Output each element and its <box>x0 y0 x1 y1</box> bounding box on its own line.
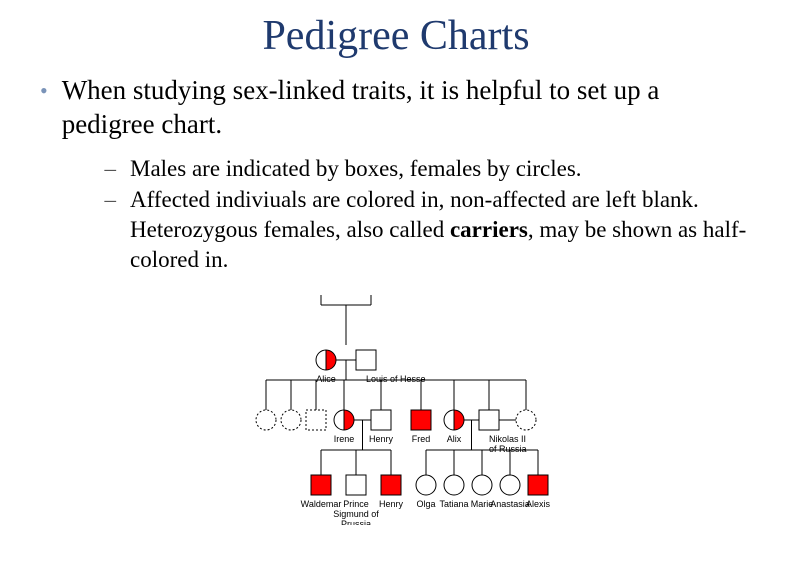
svg-text:Sigmund of: Sigmund of <box>333 509 379 519</box>
svg-text:Alix: Alix <box>447 434 462 444</box>
svg-text:Fred: Fred <box>412 434 431 444</box>
svg-text:Alice: Alice <box>316 374 336 384</box>
sub-bullet-1-text: Males are indicated by boxes, females by… <box>130 154 752 184</box>
svg-text:Anastasia: Anastasia <box>490 499 530 509</box>
svg-text:Henry: Henry <box>379 499 404 509</box>
bullet-dot-icon: • <box>40 74 48 108</box>
svg-text:Tatiana: Tatiana <box>439 499 468 509</box>
svg-text:of Russia: of Russia <box>489 444 527 454</box>
sub-bullet-list: – Males are indicated by boxes, females … <box>98 154 752 276</box>
dash-icon: – <box>98 185 116 215</box>
bullet-1-text: When studying sex-linked traits, it is h… <box>62 74 752 142</box>
svg-text:Irene: Irene <box>334 434 355 444</box>
svg-text:Olga: Olga <box>416 499 435 509</box>
sub-bullet-2-text: Affected indiviuals are colored in, non-… <box>130 185 752 275</box>
slide-title: Pedigree Charts <box>40 12 752 60</box>
svg-text:Louis of Hesse: Louis of Hesse <box>366 374 426 384</box>
sub2-bold: carriers <box>450 217 528 242</box>
pedigree-chart: Alice Louis of Hesse Irene Henry Fred Alix Nik… <box>226 285 566 525</box>
sub-bullet-1: – Males are indicated by boxes, females … <box>98 154 752 184</box>
svg-text:Waldemar: Waldemar <box>301 499 342 509</box>
svg-text:Henry: Henry <box>369 434 394 444</box>
svg-text:Nikolas II: Nikolas II <box>489 434 526 444</box>
dash-icon: – <box>98 154 116 184</box>
pedigree-chart-wrap: Alice Louis of Hesse Irene Henry Fred Alix Nik… <box>40 285 752 525</box>
bullet-1: • When studying sex-linked traits, it is… <box>40 74 752 142</box>
svg-text:Prince: Prince <box>343 499 369 509</box>
svg-text:Alexis: Alexis <box>526 499 551 509</box>
svg-text:Prussia: Prussia <box>341 519 371 525</box>
sub-bullet-2: – Affected indiviuals are colored in, no… <box>98 185 752 275</box>
